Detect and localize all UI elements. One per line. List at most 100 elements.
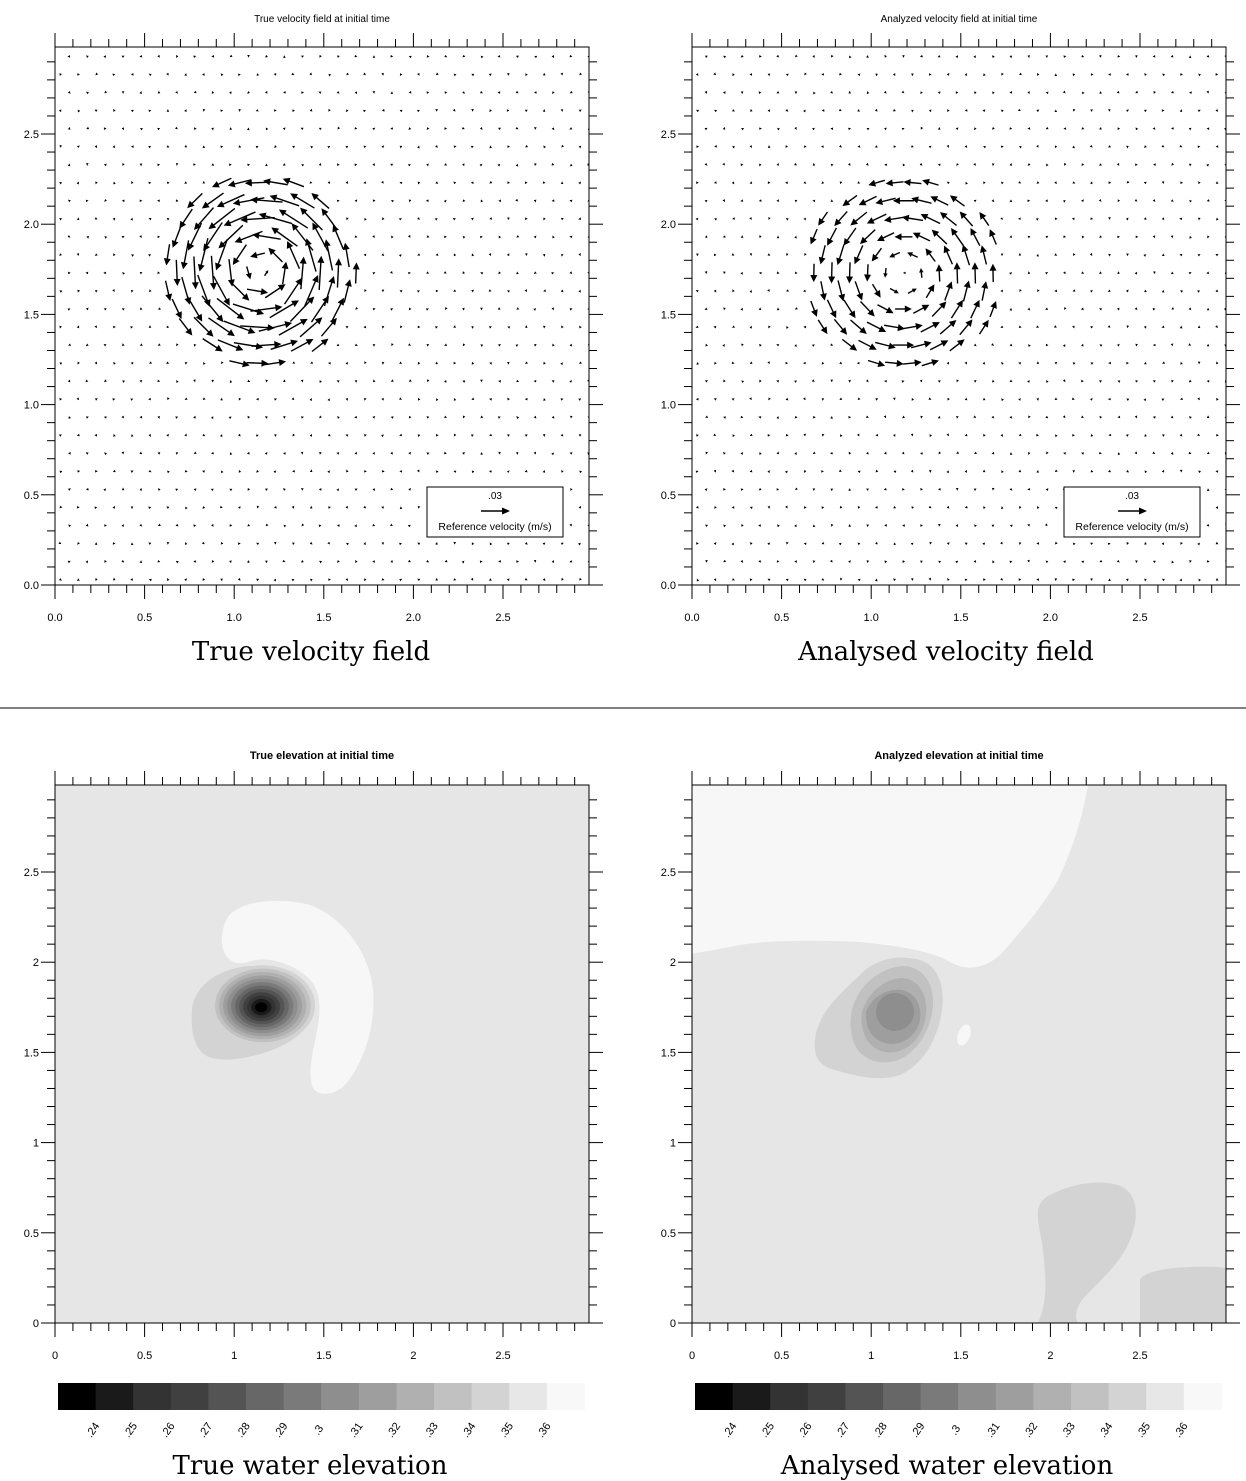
vector-arrow-head	[354, 380, 358, 383]
vector-arrow-head	[884, 379, 887, 383]
vector-arrow-head	[95, 181, 98, 185]
vector-arrow-head	[849, 343, 858, 351]
vector-arrow-head	[399, 290, 403, 293]
vector-arrow-head	[758, 271, 762, 275]
vector-arrow-head	[1081, 91, 1085, 95]
vector-arrow-head	[104, 379, 107, 383]
vector-arrow-head	[166, 542, 170, 545]
vector-arrow-shaft	[853, 211, 868, 224]
panel-title: True elevation at initial time	[250, 750, 394, 762]
vector-arrow-head	[408, 415, 412, 419]
vector-arrow-head	[1090, 109, 1093, 113]
vector-arrow-head	[480, 199, 484, 203]
vector-arrow-head	[265, 560, 268, 564]
vector-arrow-head	[893, 505, 897, 509]
vector-arrow-head	[1009, 415, 1013, 419]
vector-arrow-head	[131, 180, 134, 184]
vector-arrow-head	[1090, 578, 1093, 582]
vector-arrow-head	[1009, 271, 1012, 275]
vector-arrow-head	[417, 72, 420, 76]
vector-arrow-head	[955, 55, 959, 59]
vector-arrow-head	[215, 262, 222, 271]
vector-arrow-shaft	[236, 197, 265, 204]
vector-arrow-head	[794, 199, 798, 203]
vector-arrow-head	[417, 181, 421, 185]
vector-arrow-head	[175, 488, 179, 492]
vector-arrow-head	[1197, 254, 1201, 257]
vector-arrow-head	[722, 162, 726, 166]
vector-arrow-head	[820, 145, 824, 148]
vector-arrow-head	[444, 91, 448, 94]
vector-arrow-head	[148, 397, 151, 401]
vector-arrow-head	[435, 109, 438, 112]
vector-arrow-head	[1072, 73, 1076, 77]
vector-arrow-head	[480, 415, 484, 419]
vector-arrow-head	[327, 541, 331, 545]
vector-arrow-head	[255, 342, 264, 350]
vector-arrow-head	[1152, 560, 1156, 564]
vector-arrow-head	[1188, 379, 1192, 383]
vector-arrow-head	[507, 145, 511, 148]
vector-arrow-head	[265, 54, 268, 58]
vector-arrow-head	[480, 452, 484, 455]
vector-arrow-head	[868, 343, 877, 350]
vector-arrow-head	[292, 469, 295, 473]
colorbar-label: .36	[535, 1421, 554, 1440]
vector-arrow-head	[507, 326, 511, 329]
colorbar-label: .3	[311, 1423, 326, 1437]
vector-arrow-head	[542, 72, 546, 76]
vector-arrow-head	[86, 126, 90, 130]
vector-arrow-head	[140, 127, 143, 131]
vector-arrow-head	[390, 235, 394, 239]
vector-arrow-head	[345, 505, 348, 509]
vector-arrow-head	[1036, 398, 1040, 401]
vector-arrow-head	[453, 145, 457, 149]
vector-arrow-head	[1215, 541, 1219, 545]
vector-arrow-head	[875, 198, 884, 205]
vector-arrow-head	[299, 318, 308, 326]
vector-arrow-head	[67, 235, 71, 238]
vector-arrow-head	[364, 578, 367, 582]
vector-arrow-head	[193, 90, 197, 94]
vector-arrow-head	[104, 524, 107, 527]
vector-arrow-head	[390, 487, 394, 491]
vector-arrow-head	[1117, 199, 1121, 203]
vector-arrow-head	[1117, 127, 1120, 131]
vector-arrow-head	[939, 301, 947, 309]
vector-arrow-head	[515, 451, 519, 455]
vector-arrow-head	[776, 380, 780, 383]
vector-arrow-head	[533, 379, 537, 383]
vector-arrow-head	[1045, 55, 1049, 59]
vector-arrow-head	[59, 217, 63, 221]
vector-arrow-head	[768, 217, 771, 221]
vector-arrow-head	[202, 578, 206, 581]
vector-arrow-head	[920, 487, 923, 491]
vector-arrow-head	[695, 217, 699, 221]
vector-arrow-head	[1018, 578, 1022, 581]
vector-arrow-head	[767, 434, 771, 437]
vector-arrow-shaft	[293, 226, 314, 251]
x-tick-label: 0.5	[774, 612, 789, 624]
vector-arrow-head	[1098, 451, 1102, 455]
vector-arrow-head	[1108, 469, 1111, 473]
vector-arrow-head	[1018, 108, 1021, 112]
vector-arrow-head	[417, 578, 421, 582]
vector-arrow-head	[768, 397, 771, 401]
vector-arrow-head	[731, 506, 735, 509]
vector-arrow-head	[982, 542, 986, 546]
vector-arrow-head	[740, 488, 744, 491]
vector-arrow-shaft	[232, 303, 261, 314]
vector-arrow-head	[445, 307, 448, 310]
vector-arrow-head	[838, 108, 842, 112]
vector-arrow-head	[184, 181, 188, 184]
vector-arrow-head	[309, 433, 313, 437]
vector-arrow-head	[300, 207, 308, 216]
vector-arrow-head	[1045, 560, 1049, 564]
vector-arrow-head	[1144, 145, 1147, 148]
vector-arrow-head	[345, 181, 348, 184]
vector-arrow-head	[812, 127, 815, 131]
vector-arrow-head	[157, 559, 161, 563]
vector-arrow-head	[695, 290, 699, 293]
vector-arrow-head	[524, 181, 528, 184]
vector-arrow-head	[732, 109, 735, 112]
